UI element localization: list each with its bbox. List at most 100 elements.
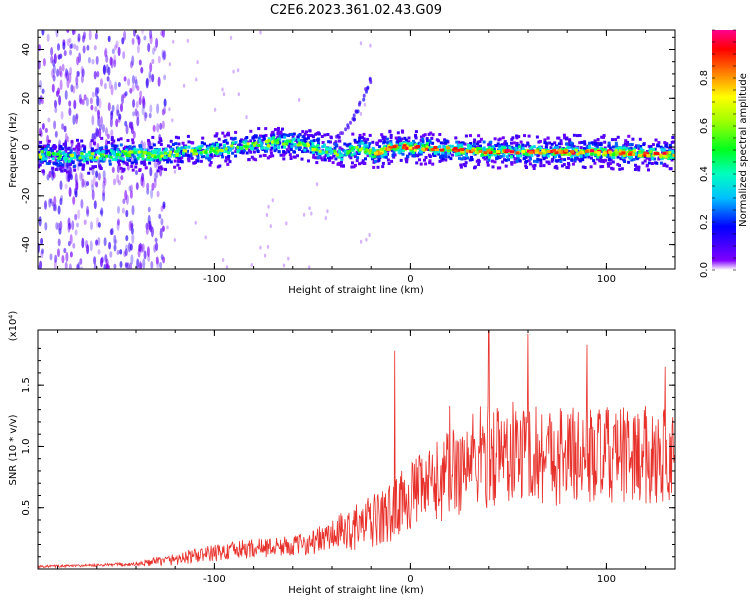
ridge-cell xyxy=(479,144,482,148)
ridge-cell xyxy=(389,140,393,144)
ridge-cell xyxy=(178,166,182,170)
noise-cell xyxy=(104,47,108,58)
ridge-cell xyxy=(169,160,173,164)
ridge-cell xyxy=(38,151,41,154)
ridge-cell xyxy=(371,155,375,159)
ridge-cell xyxy=(579,154,583,158)
ridge-cell xyxy=(321,145,325,149)
ridge-cell xyxy=(216,143,219,147)
noise-cell xyxy=(105,262,109,269)
noise-cell xyxy=(122,51,126,60)
ridge-cell xyxy=(631,137,635,141)
ridge-cell xyxy=(174,142,178,146)
noise-cell xyxy=(68,187,72,197)
noise-cell xyxy=(116,103,120,114)
ridge-cell xyxy=(192,152,196,156)
noise-cell xyxy=(75,113,78,125)
noise-cell xyxy=(90,179,94,188)
ridge-cell xyxy=(56,150,59,154)
ridge-cell xyxy=(528,147,532,151)
ridge-cell xyxy=(361,159,365,163)
ridge-cell xyxy=(257,136,261,140)
ridge-cell xyxy=(60,169,64,173)
ridge-cell xyxy=(663,162,667,166)
noise-cell xyxy=(104,253,108,262)
ridge-cell xyxy=(607,141,611,145)
ridge-cell xyxy=(264,134,268,137)
ridge-cell xyxy=(639,147,643,151)
noise-cell xyxy=(44,200,47,210)
noise-cell xyxy=(98,97,102,109)
ridge-cell xyxy=(573,153,577,157)
noise-cell xyxy=(122,198,126,205)
noise-cell xyxy=(130,126,134,135)
ridge-cell xyxy=(376,165,380,169)
ridge-cell xyxy=(553,146,557,150)
ridge-cell xyxy=(327,156,330,159)
noise-cell xyxy=(38,127,42,137)
ridge-cell xyxy=(659,145,663,149)
ridge-cell xyxy=(141,154,145,158)
ridge-cell xyxy=(542,157,546,161)
ridge-cell xyxy=(130,150,134,154)
ridge-cell xyxy=(274,141,278,145)
ridge-cell xyxy=(77,144,81,148)
ridge-cell xyxy=(145,157,149,161)
branch-cell xyxy=(346,125,350,130)
ridge-cell xyxy=(83,145,87,149)
ridge-cell xyxy=(601,148,604,152)
ridge-cell xyxy=(609,158,613,162)
ridge-cell xyxy=(648,146,652,150)
ridge-cell xyxy=(580,140,584,144)
ridge-cell xyxy=(166,160,170,164)
noise-cell xyxy=(54,107,58,113)
ridge-cell xyxy=(620,154,624,158)
ridge-cell xyxy=(230,144,234,148)
ridge-cell xyxy=(555,166,559,170)
ridge-cell xyxy=(217,146,221,149)
ridge-cell xyxy=(162,148,166,151)
ridge-cell xyxy=(593,161,597,165)
noise-cell xyxy=(161,108,165,116)
ridge-cell xyxy=(203,142,206,146)
ridge-cell xyxy=(555,159,559,163)
ridge-cell xyxy=(254,135,258,139)
ridge-cell xyxy=(424,162,428,166)
ridge-cell xyxy=(265,149,269,153)
ridge-cell xyxy=(444,147,447,151)
ridge-peak-cell xyxy=(401,146,406,150)
ridge-peak-cell xyxy=(453,147,458,150)
noise-cell xyxy=(142,141,146,150)
noise-cell xyxy=(114,239,118,245)
ridge-cell xyxy=(312,155,316,159)
branch-cell xyxy=(362,93,366,98)
ridge-cell xyxy=(383,145,387,148)
ridge-cell xyxy=(208,157,212,160)
ridge-cell xyxy=(195,146,199,150)
ridge-peak-cell xyxy=(408,146,413,150)
ridge-cell xyxy=(498,144,502,148)
ridge-cell xyxy=(449,157,453,161)
ridge-cell xyxy=(309,145,313,149)
ridge-cell xyxy=(105,149,109,153)
ridge-cell xyxy=(159,157,163,161)
noise-cell xyxy=(83,219,87,225)
ridge-cell xyxy=(365,151,369,155)
ridge-cell xyxy=(200,144,204,148)
noise-cell xyxy=(113,263,117,269)
ridge-cell xyxy=(109,149,113,153)
ridge-cell xyxy=(56,159,60,163)
ridge-cell xyxy=(361,141,365,145)
ridge-cell xyxy=(601,165,605,168)
ridge-cell xyxy=(607,164,611,168)
ridge-cell xyxy=(529,157,532,161)
ridge-cell xyxy=(576,152,580,156)
ridge-cell xyxy=(451,153,454,157)
ridge-cell xyxy=(563,136,567,140)
ridge-cell xyxy=(665,153,668,157)
ridge-cell xyxy=(615,147,619,151)
ridge-cell xyxy=(515,159,519,163)
ridge-cell xyxy=(611,160,615,164)
ridge-cell xyxy=(352,146,356,149)
noise-cell xyxy=(155,242,159,252)
